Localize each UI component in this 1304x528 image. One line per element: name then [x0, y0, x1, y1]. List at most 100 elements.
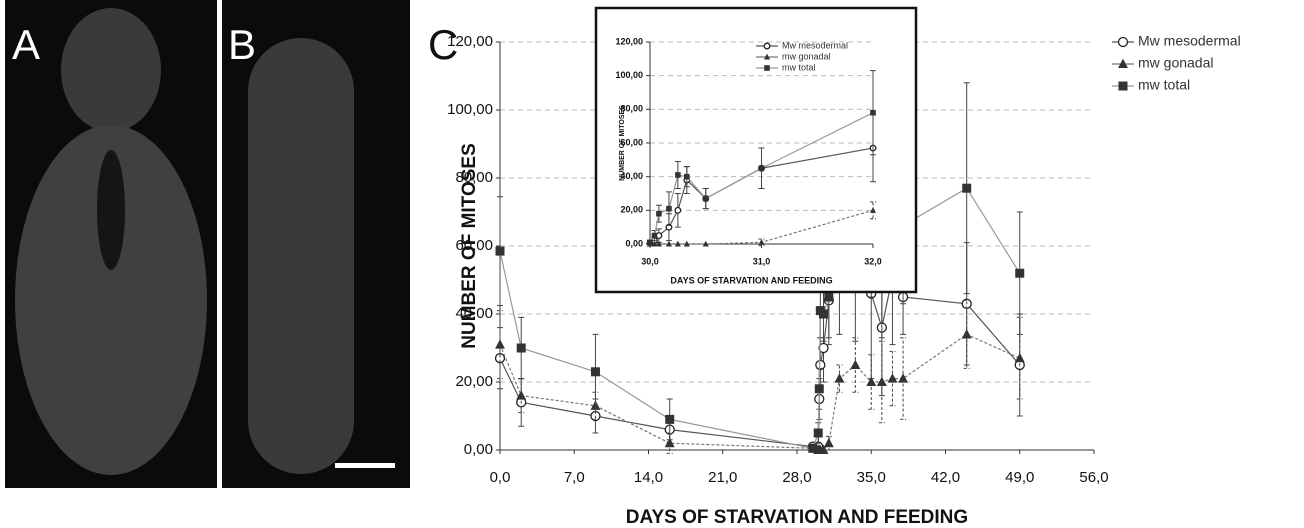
x-tick-label: 42,0: [931, 469, 960, 486]
x-tick-label: 28,0: [782, 469, 811, 486]
y-tick-label: 20,00: [620, 205, 643, 215]
legend-marker: [764, 65, 770, 71]
x-axis-title: DAYS OF STARVATION AND FEEDING: [670, 275, 832, 285]
marker: [702, 195, 709, 202]
x-axis-title: DAYS OF STARVATION AND FEEDING: [626, 507, 968, 528]
legend-marker: [1117, 36, 1129, 48]
x-tick-label: 31,0: [753, 256, 771, 266]
panel-label: C: [428, 21, 458, 68]
y-axis-title: NUMBER OF MITOSES: [619, 105, 626, 181]
error-bar: [870, 70, 876, 156]
marker: [494, 353, 506, 364]
marker: [834, 373, 845, 383]
legend-marker: [763, 53, 771, 60]
error-bar: [963, 299, 970, 369]
legend-label: mw gonadal: [782, 51, 831, 61]
legend-label: mw total: [782, 62, 816, 72]
marker: [866, 376, 877, 387]
marker: [814, 384, 824, 394]
x-tick-label: 35,0: [857, 469, 886, 486]
legend-label: Mw mesodermal: [1138, 33, 1241, 49]
marker: [823, 437, 834, 448]
x-tick-label: 32,0: [864, 256, 882, 266]
marker: [495, 246, 505, 256]
x-tick-label: 56,0: [1079, 469, 1108, 486]
marker: [898, 373, 909, 383]
marker: [674, 206, 682, 214]
marker: [962, 183, 972, 193]
marker: [651, 240, 658, 247]
marker: [813, 428, 823, 438]
marker: [758, 165, 765, 172]
marker: [758, 238, 765, 245]
error-bar: [518, 316, 525, 380]
legend-marker: [1118, 81, 1128, 91]
marker: [664, 437, 675, 448]
inset-frame: [594, 6, 918, 294]
marker: [850, 359, 861, 370]
error-bar: [900, 337, 907, 420]
y-tick-label: 0,00: [464, 441, 493, 458]
x-tick-label: 21,0: [708, 469, 737, 486]
worm-gut: [97, 150, 125, 270]
panel-label: B: [228, 21, 256, 68]
error-bar: [497, 196, 503, 306]
marker: [961, 329, 972, 339]
marker: [665, 414, 675, 424]
series-line: [499, 333, 1020, 451]
marker: [824, 292, 834, 302]
y-tick-label: 60,00: [455, 237, 493, 254]
error-bar: [665, 191, 672, 226]
x-tick-label: 14,0: [634, 469, 663, 486]
error-bar: [963, 82, 970, 295]
marker: [647, 239, 653, 246]
marker: [675, 172, 681, 178]
error-bar: [666, 398, 673, 441]
marker: [869, 206, 877, 213]
error-bar: [878, 340, 885, 424]
marker: [674, 240, 681, 247]
marker: [818, 444, 829, 455]
error-bar: [655, 204, 662, 223]
y-tick-label: 60,00: [620, 137, 643, 147]
x-tick-label: 49,0: [1005, 469, 1034, 486]
x-tick-label: 7,0: [564, 469, 585, 486]
error-bar: [889, 350, 896, 407]
panel-label: A: [12, 21, 40, 68]
error-bar: [683, 166, 690, 188]
marker: [819, 309, 829, 319]
worm-head: [61, 8, 161, 132]
marker: [683, 173, 690, 180]
error-bar: [758, 147, 765, 189]
error-bar: [1016, 211, 1023, 335]
error-bar: [592, 333, 599, 410]
legend-label: Mw mesodermal: [782, 40, 848, 50]
marker: [665, 240, 673, 247]
marker: [876, 376, 887, 387]
error-bar: [825, 435, 832, 451]
worm-body: [248, 38, 354, 474]
error-bar: [868, 354, 875, 410]
legend-marker: [1118, 58, 1128, 69]
y-tick-label: 0,00: [625, 238, 643, 248]
y-axis-title: NUMBER OF MITOSES: [459, 143, 480, 349]
error-bar: [870, 201, 876, 220]
marker: [495, 339, 505, 349]
marker: [656, 210, 662, 217]
error-bar: [702, 187, 709, 210]
y-tick-label: 40,00: [455, 305, 493, 322]
error-bar: [497, 310, 503, 380]
marker: [887, 373, 898, 383]
marker: [666, 205, 672, 212]
marker: [516, 390, 527, 400]
error-bar: [674, 193, 681, 228]
marker: [516, 343, 526, 353]
marker: [808, 443, 818, 453]
marker: [702, 240, 709, 247]
y-tick-label: 100,00: [447, 101, 493, 118]
y-tick-label: 20,00: [455, 373, 493, 390]
marker: [683, 240, 690, 247]
y-tick-label: 120,00: [615, 36, 643, 46]
